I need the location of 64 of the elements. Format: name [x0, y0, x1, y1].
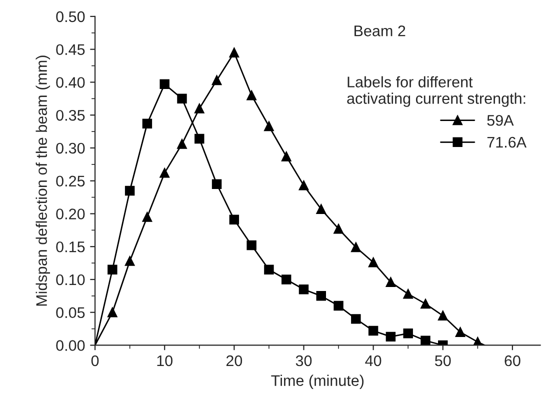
point — [142, 118, 152, 128]
y-tick-label: 0.35 — [56, 110, 85, 121]
point — [351, 314, 361, 324]
point — [108, 264, 118, 274]
point — [420, 298, 430, 309]
x-tick-label: 10 — [157, 355, 172, 366]
point — [386, 332, 396, 342]
point — [334, 300, 344, 311]
point — [403, 328, 413, 338]
point — [142, 212, 152, 222]
point — [438, 310, 448, 321]
point — [316, 291, 326, 301]
point — [246, 90, 256, 100]
legend-title: Labels for different activating current strength: — [347, 76, 526, 107]
x-tick-label: 40 — [365, 355, 382, 366]
y-tick-label: 0.15 — [56, 241, 85, 252]
point — [298, 284, 309, 294]
y-tick-label: 0.45 — [56, 44, 85, 56]
point — [194, 104, 204, 114]
point — [194, 134, 204, 144]
point — [160, 79, 170, 90]
point — [246, 240, 256, 250]
point — [177, 139, 187, 149]
point — [368, 326, 378, 336]
point — [281, 152, 292, 162]
point — [351, 242, 361, 252]
point — [177, 94, 187, 104]
legend-label: 71.6A — [487, 136, 527, 148]
y-axis-title: Midspan deflection of the beam (mm) — [36, 56, 50, 306]
point — [368, 258, 378, 268]
point — [316, 204, 326, 214]
y-tick-label: 0.05 — [56, 307, 85, 318]
y-tick-label: 0.20 — [56, 208, 85, 220]
y-tick-label: 0.40 — [56, 77, 85, 88]
point — [229, 214, 240, 224]
x-axis-title: Time (minute) — [271, 374, 364, 389]
point — [455, 327, 466, 337]
point — [420, 336, 430, 346]
x-tick-label: 0 — [91, 355, 99, 366]
y-tick-label: 0.30 — [56, 142, 85, 154]
y-tick-label: 0.10 — [56, 274, 85, 286]
legend-label: 59A — [487, 114, 514, 126]
point — [212, 179, 222, 189]
x-tick-label: 30 — [296, 355, 312, 366]
point — [212, 75, 222, 86]
y-tick-label: 0.00 — [56, 340, 85, 351]
x-tick-label: 60 — [504, 355, 520, 366]
x-tick-label: 50 — [435, 355, 451, 366]
point — [264, 121, 274, 132]
point — [124, 186, 135, 196]
point — [229, 48, 240, 58]
point — [108, 308, 118, 318]
point — [281, 274, 292, 284]
point — [124, 256, 135, 266]
y-tick-label: 0.25 — [56, 176, 85, 187]
point — [264, 264, 274, 274]
annotation: Beam 2 — [354, 26, 406, 36]
point — [298, 180, 309, 190]
point — [403, 289, 413, 299]
y-tick-label: 0.50 — [56, 11, 85, 22]
x-tick-label: 20 — [226, 355, 242, 366]
point — [334, 224, 344, 234]
point — [160, 168, 170, 178]
point — [386, 277, 396, 287]
